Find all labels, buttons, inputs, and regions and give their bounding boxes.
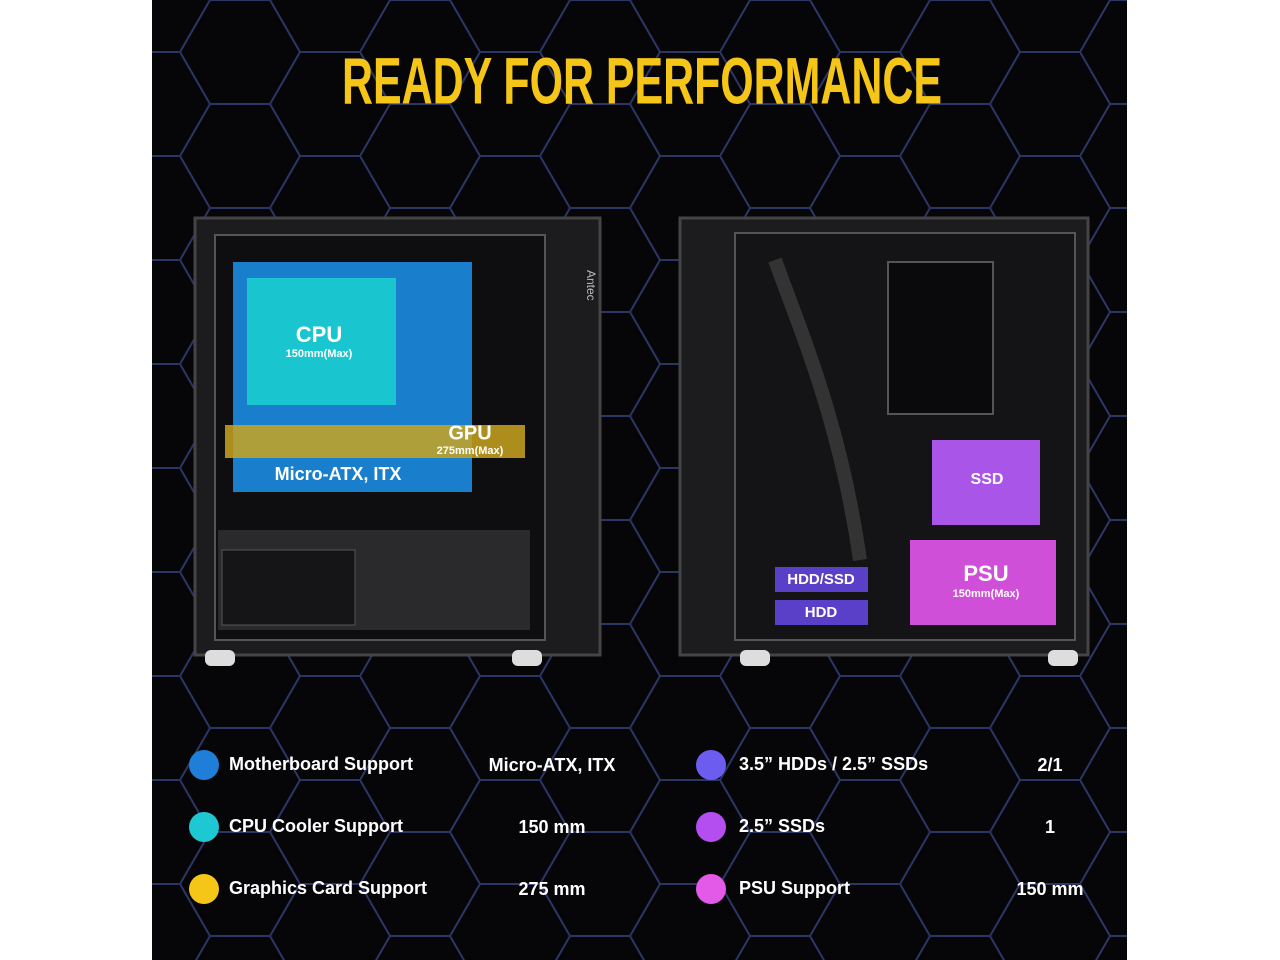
motherboard-label: Micro-ATX, ITX [275,464,402,484]
spec-dot [189,874,219,904]
cpu-label: CPU [296,322,342,347]
psu-note: 150mm(Max) [953,588,1020,600]
rear-case: SSD PSU 150mm(Max) HDD/SSD HDD [678,216,1090,666]
spec-value: 150 mm [518,817,585,837]
spec-label: Graphics Card Support [229,878,427,898]
ssd-label: SSD [971,471,1004,488]
spec-value: 1 [1045,817,1055,837]
gpu-note: 275mm(Max) [437,445,504,457]
spec-label: PSU Support [739,878,850,898]
spec-value: 2/1 [1037,755,1062,775]
spec-value: 150 mm [1016,879,1083,899]
hdd-ssd-label: HDD/SSD [787,571,855,588]
psu-label: PSU [963,561,1008,586]
spec-list: Motherboard Support Micro-ATX, ITX CPU Coo… [189,750,1084,904]
spec-dot [189,812,219,842]
spec-value: 275 mm [518,879,585,899]
front-case: Antec CPU 150mm(Max) GPU 275mm(Max) Micr… [193,216,602,666]
spec-label: CPU Cooler Support [229,816,403,836]
spec-value: Micro-ATX, ITX [489,755,616,775]
brand: Antec [584,270,598,301]
spec-dot [189,750,219,780]
spec-dot [696,812,726,842]
gpu-label: GPU [448,422,491,444]
cpu-note: 150mm(Max) [286,348,353,360]
spec-dot [696,874,726,904]
spec-dot [696,750,726,780]
spec-label: 2.5” SSDs [739,816,825,836]
spec-label: Motherboard Support [229,754,413,774]
hdd-label: HDD [805,604,838,621]
spec-label: 3.5” HDDs / 2.5” SSDs [739,754,928,774]
title: READY FOR PERFORMANCE [342,43,942,117]
